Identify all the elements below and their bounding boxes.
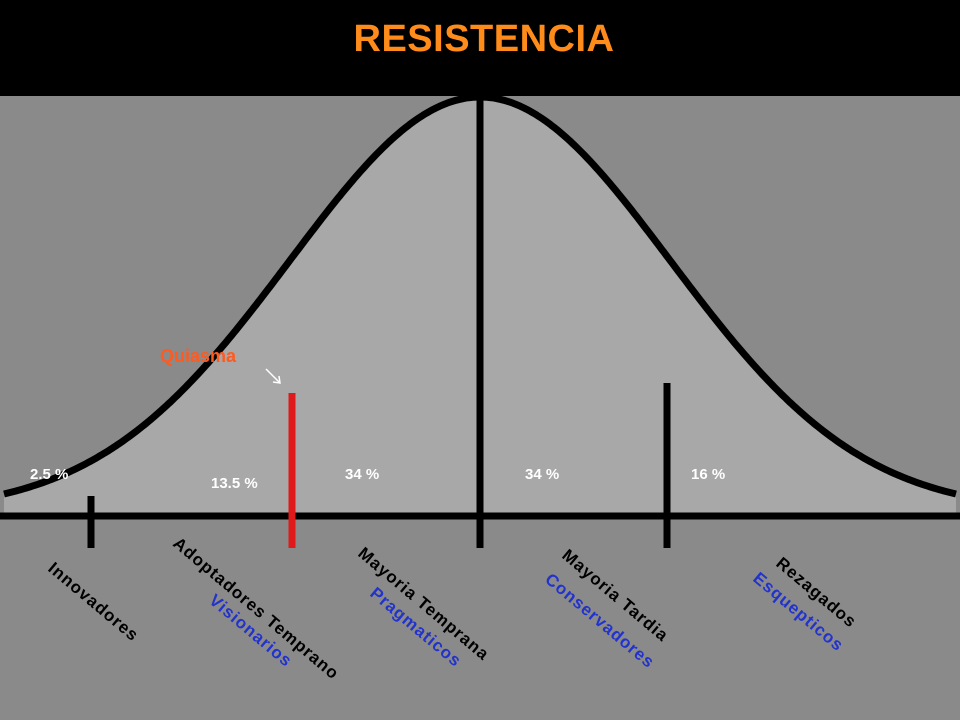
quiasma-arrowhead-icon [272,375,281,384]
quiasma-label: Quiasma [160,346,237,366]
segment-label-innovadores: Innovadores [44,559,142,646]
segment-label-adoptadores: Adoptadores Temprano [169,534,342,684]
percent-adoptadores: 13.5 % [211,475,258,492]
percent-rezagados: 16 % [691,466,725,483]
page-title: RESISTENCIA [353,18,615,60]
percent-mayoria-temprana: 34 % [345,466,379,483]
percent-innovadores: 2.5 % [30,466,68,483]
bell-curve-line [3,93,957,498]
quiasma-arrow-icon [265,368,280,383]
title-bar: RESISTENCIA [0,0,960,96]
percent-mayoria-tardia: 34 % [525,466,559,483]
